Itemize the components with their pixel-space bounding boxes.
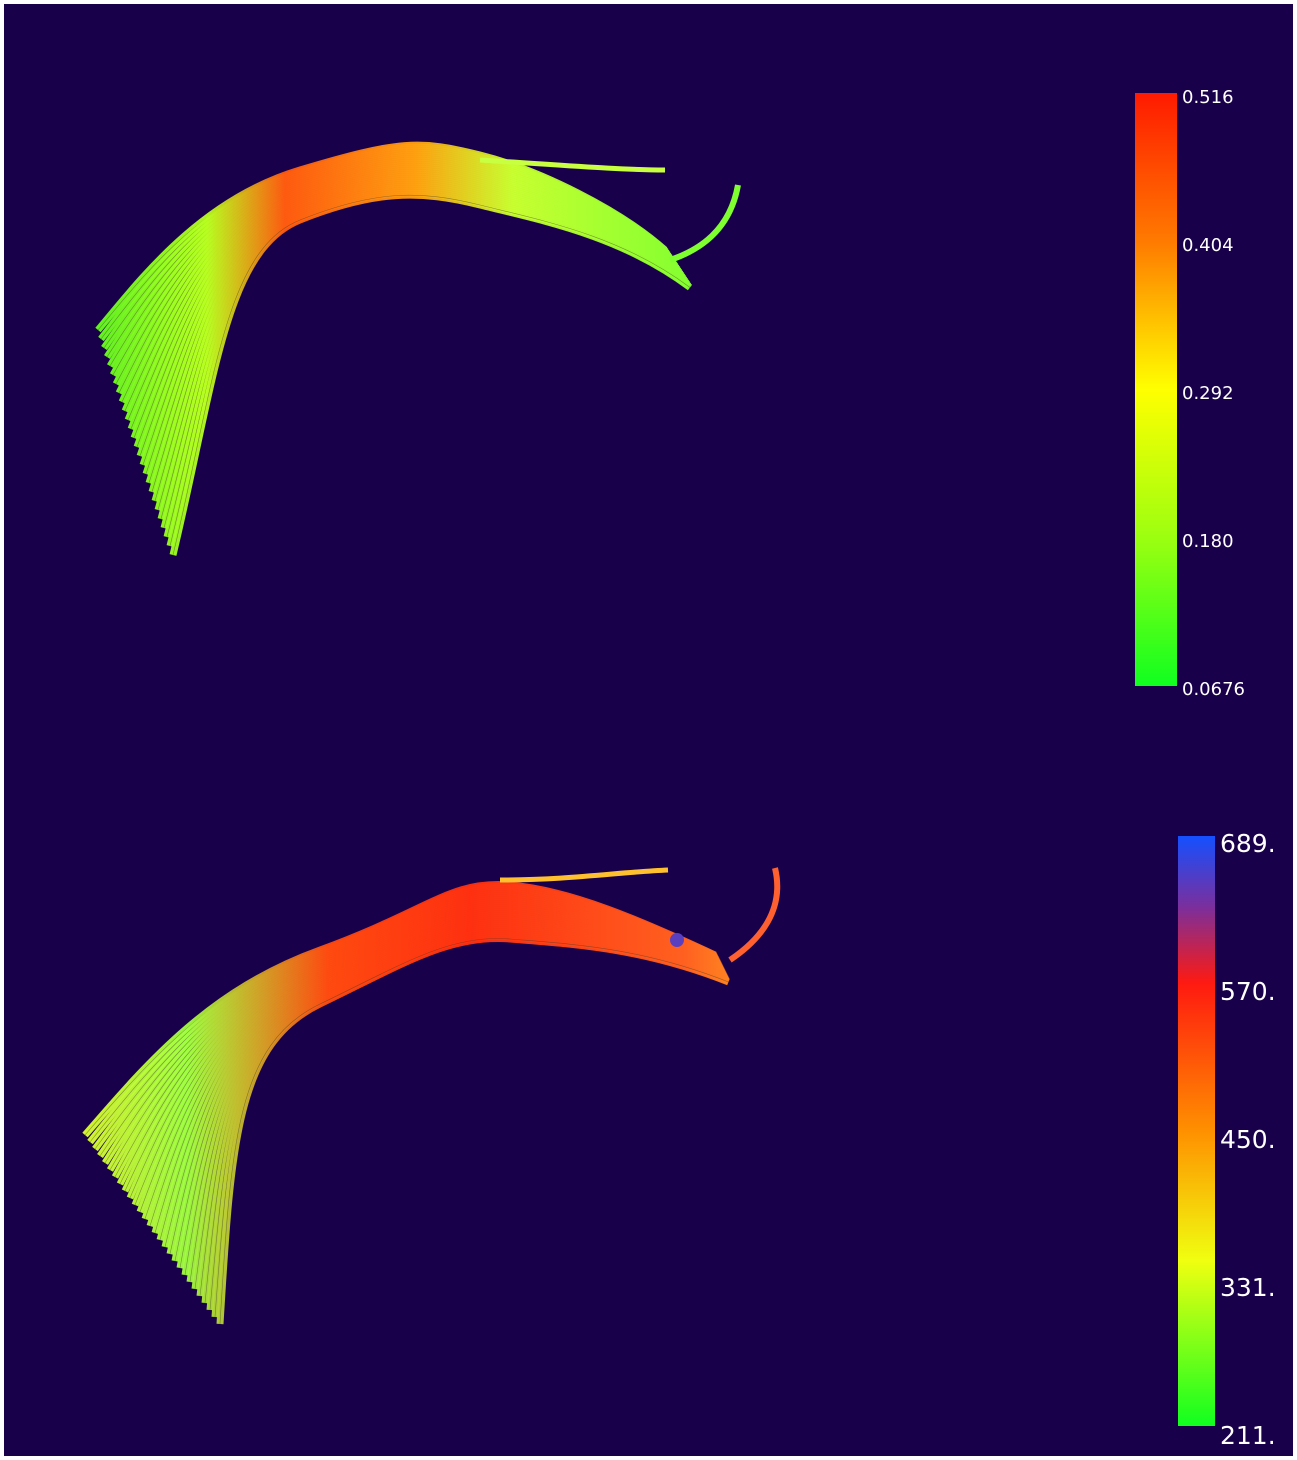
colorbar-label: 0.292 (1182, 383, 1234, 404)
colorbar-label: 211. (1220, 1421, 1276, 1450)
hotspot (670, 933, 684, 947)
page: 0.516 0.404 0.292 0.180 0.0676 689. 570. 450. 33… (0, 0, 1297, 1460)
colorbar-label: 0.180 (1182, 531, 1234, 552)
colorbar-label: 450. (1220, 1125, 1276, 1154)
render-view: 0.516 0.404 0.292 0.180 0.0676 689. 570. 450. 33… (0, 0, 1297, 1460)
colorbar-label: 689. (1220, 829, 1276, 858)
colorbar-label: 0.516 (1182, 87, 1234, 108)
colorbar-label: 570. (1220, 977, 1276, 1006)
colorbar (1178, 836, 1215, 1426)
colorbar-label: 331. (1220, 1273, 1276, 1302)
colorbar-label: 0.0676 (1182, 679, 1245, 700)
colorbar (1135, 93, 1177, 686)
colorbar-label: 0.404 (1182, 235, 1234, 256)
